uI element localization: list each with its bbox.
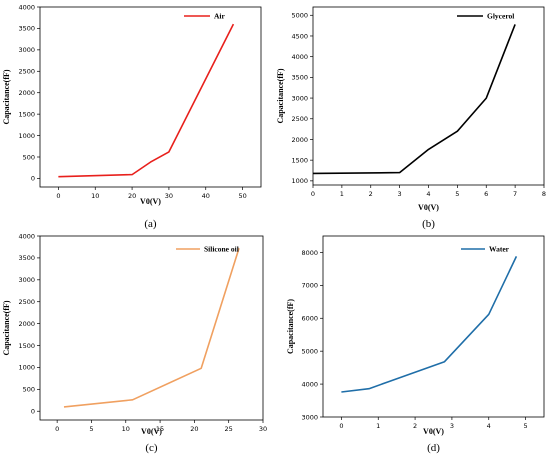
y-tick-label: 4000 — [18, 3, 35, 11]
series-line — [58, 23, 235, 178]
y-tick-label: 1000 — [18, 364, 35, 372]
x-tick-label: 10 — [91, 192, 99, 200]
chart-panel-3: 0 5 10 15 20 25 30 0 500 1000 1500 2000 2500 3000 3500… — [2, 232, 267, 454]
y-axis-label: Capacitance(fF) — [2, 300, 11, 355]
plot-frame — [39, 6, 262, 188]
x-tick-label: 0 — [339, 422, 343, 430]
y-tick-label: 4000 — [18, 232, 35, 240]
y-tick-label: 3500 — [291, 74, 308, 82]
x-tick-label: 3 — [398, 190, 402, 198]
y-tick-label: 4500 — [291, 32, 308, 40]
y-tick-label: 500 — [23, 153, 35, 161]
y-tick-label: 500 — [23, 386, 35, 394]
plot-frame — [322, 235, 545, 418]
y-tick-label: 0 — [31, 408, 35, 416]
y-tick-label: 2000 — [18, 89, 35, 97]
y-tick-label: 2500 — [18, 298, 35, 306]
x-tick-label: 5 — [89, 425, 93, 433]
y-tick-label: 3500 — [18, 254, 35, 262]
x-tick-label: 15 — [156, 425, 164, 433]
y-tick-label: 8000 — [301, 249, 318, 257]
x-tick-label: 5 — [524, 422, 528, 430]
x-tick-label: 20 — [190, 425, 198, 433]
plot-frame — [312, 6, 545, 186]
y-tick-label: 4000 — [291, 53, 308, 61]
chart-panel-1: 0 10 20 30 40 5005001000150020002500300035004… — [2, 3, 262, 230]
series-line — [63, 248, 240, 408]
x-tick-label: 25 — [225, 425, 233, 433]
plot-frame — [39, 235, 264, 421]
y-axis-label: Capacitance(fF) — [286, 299, 295, 354]
x-axis-label: V0(V) — [418, 203, 439, 212]
x-tick-label: 4 — [487, 422, 491, 430]
y-tick-label: 2000 — [18, 320, 35, 328]
y-tick-label: 5000 — [291, 12, 308, 20]
y-tick-label: 3000 — [301, 413, 318, 421]
x-tick-label: 0 — [56, 192, 60, 200]
y-tick-label: 5000 — [301, 347, 318, 355]
x-tick-label: 0 — [55, 425, 59, 433]
y-tick-label: 1000 — [291, 177, 308, 185]
x-tick-label: 40 — [202, 192, 210, 200]
legend-label: Glycerol — [487, 12, 514, 21]
y-tick-label: 3500 — [18, 25, 35, 33]
y-tick-label: 3000 — [18, 46, 35, 54]
x-tick-label: 8 — [542, 190, 546, 198]
x-axis-label: V0(V) — [423, 427, 444, 436]
x-tick-label: 7 — [513, 190, 517, 198]
x-tick-label: 3 — [450, 422, 454, 430]
y-tick-label: 2500 — [18, 68, 35, 76]
legend-label: Silicone oil — [204, 245, 239, 254]
x-tick-label: 10 — [122, 425, 130, 433]
y-tick-label: 0 — [31, 175, 35, 183]
y-tick-label: 1500 — [18, 342, 35, 350]
x-tick-label: 4 — [426, 190, 430, 198]
y-tick-label: 4000 — [301, 380, 318, 388]
y-tick-label: 7000 — [301, 282, 318, 290]
panel-caption: (c) — [145, 442, 158, 454]
series-line — [312, 24, 516, 175]
x-tick-label: 30 — [259, 425, 267, 433]
y-axis-label: Capacitance(fF) — [2, 69, 11, 124]
y-tick-label: 1500 — [18, 110, 35, 118]
x-tick-label: 1 — [376, 422, 380, 430]
x-axis-label: V0(V) — [141, 427, 162, 436]
x-tick-label: 30 — [165, 192, 173, 200]
x-tick-label: 1 — [340, 190, 344, 198]
y-tick-label: 2500 — [291, 115, 308, 123]
x-tick-label: 2 — [369, 190, 373, 198]
x-axis-label: V0(V) — [140, 197, 161, 206]
y-tick-label: 1000 — [18, 132, 35, 140]
x-tick-label: 20 — [128, 192, 136, 200]
y-tick-label: 3000 — [291, 94, 308, 102]
panel-caption: (b) — [422, 218, 435, 230]
y-tick-label: 6000 — [301, 315, 318, 323]
legend-label: Water — [489, 245, 510, 254]
series-line — [341, 256, 518, 393]
y-tick-label: 1500 — [291, 156, 308, 164]
x-tick-label: 50 — [238, 192, 246, 200]
legend-label: Air — [214, 12, 226, 21]
panel-caption: (d) — [427, 442, 440, 454]
y-axis-label: Capacitance(fF) — [276, 68, 285, 123]
y-tick-label: 2000 — [291, 136, 308, 144]
y-tick-label: 3000 — [18, 276, 35, 284]
chart-panel-4: 0 1 2 3 4 5 3000 4000 5000 6000 7000 8000 V0(V) Capac… — [286, 235, 545, 454]
chart-panel-2: 0 1 2 3 4 5 6 7 8 1000 1500 2000 2500 3000 3500 4000 450… — [276, 6, 546, 230]
panel-caption: (a) — [144, 218, 157, 230]
x-tick-label: 0 — [311, 190, 315, 198]
x-tick-label: 6 — [484, 190, 488, 198]
x-tick-label: 2 — [413, 422, 417, 430]
x-tick-label: 5 — [455, 190, 459, 198]
